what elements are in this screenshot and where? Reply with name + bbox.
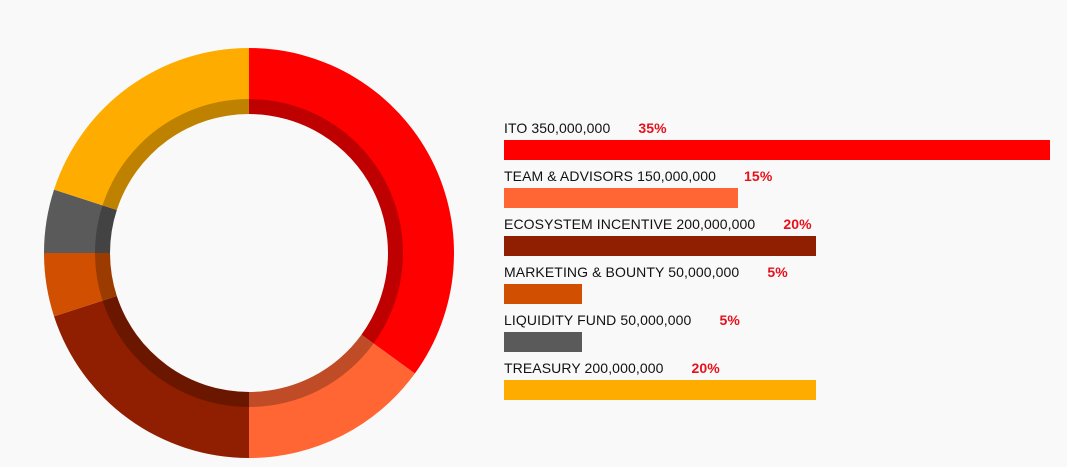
- allocation-name: LIQUIDITY FUND: [504, 312, 621, 328]
- allocation-percent: 15%: [744, 168, 773, 184]
- allocation-bar-marketing-and-bounty: [504, 284, 582, 304]
- allocation-row-team-and-advisors: TEAM & ADVISORS 150,000,000 15%: [504, 168, 1064, 208]
- allocation-bar-treasury: [504, 380, 816, 400]
- donut-slice-shadow-liquidity-fund: [95, 205, 117, 253]
- donut-slice-shadow-team-and-advisors: [249, 334, 374, 407]
- allocation-label: LIQUIDITY FUND 50,000,000 5%: [504, 312, 740, 328]
- allocation-percent: 5%: [767, 264, 788, 280]
- donut-chart: [44, 48, 454, 458]
- allocation-percent: 20%: [691, 360, 720, 376]
- allocation-label: ECOSYSTEM INCENTIVE 200,000,000 20%: [504, 216, 812, 232]
- donut-slice-shadow-ecosystem-incentive: [102, 295, 250, 407]
- allocation-amount: 50,000,000: [620, 312, 692, 328]
- allocation-amount: 50,000,000: [668, 264, 740, 280]
- allocation-label: TEAM & ADVISORS 150,000,000 15%: [504, 168, 772, 184]
- donut-slice-shadow-marketing-and-bounty: [95, 253, 117, 301]
- allocation-amount: 150,000,000: [637, 168, 717, 184]
- allocation-row-treasury: TREASURY 200,000,000 20%: [504, 360, 1064, 400]
- allocation-name: ITO: [504, 120, 532, 136]
- allocation-percent: 20%: [783, 216, 812, 232]
- allocation-amount: 350,000,000: [531, 120, 611, 136]
- allocation-amount: 200,000,000: [584, 360, 664, 376]
- allocation-bar-team-and-advisors: [504, 188, 738, 208]
- allocation-percent: 35%: [638, 120, 667, 136]
- allocation-bar-ito: [504, 140, 1050, 160]
- allocation-label: MARKETING & BOUNTY 50,000,000 5%: [504, 264, 788, 280]
- allocation-name: TEAM & ADVISORS: [504, 168, 638, 184]
- donut-slice-marketing-and-bounty[interactable]: [44, 253, 117, 317]
- allocation-percent: 5%: [719, 312, 740, 328]
- allocation-label: TREASURY 200,000,000 20%: [504, 360, 720, 376]
- donut-slice-team-and-advisors[interactable]: [249, 334, 415, 458]
- allocation-amount: 200,000,000: [676, 216, 756, 232]
- allocation-bar-ecosystem-incentive: [504, 236, 816, 256]
- allocation-name: ECOSYSTEM INCENTIVE: [504, 216, 677, 232]
- donut-slice-ito[interactable]: [249, 48, 454, 374]
- allocation-row-ito: ITO 350,000,000 35%: [504, 120, 1064, 160]
- allocation-bar-liquidity-fund: [504, 332, 582, 352]
- allocation-row-ecosystem-incentive: ECOSYSTEM INCENTIVE 200,000,000 20%: [504, 216, 1064, 256]
- allocation-row-marketing-and-bounty: MARKETING & BOUNTY 50,000,000 5%: [504, 264, 1064, 304]
- allocation-row-liquidity-fund: LIQUIDITY FUND 50,000,000 5%: [504, 312, 1064, 352]
- donut-slice-liquidity-fund[interactable]: [44, 189, 117, 253]
- donut-slice-ecosystem-incentive[interactable]: [54, 295, 249, 458]
- donut-slice-shadow-ito: [249, 99, 403, 344]
- allocation-name: TREASURY: [504, 360, 585, 376]
- allocation-name: MARKETING & BOUNTY: [504, 264, 669, 280]
- donut-slice-shadow-treasury: [102, 98, 250, 211]
- donut-slice-treasury[interactable]: [54, 48, 249, 211]
- allocation-label: ITO 350,000,000 35%: [504, 120, 667, 136]
